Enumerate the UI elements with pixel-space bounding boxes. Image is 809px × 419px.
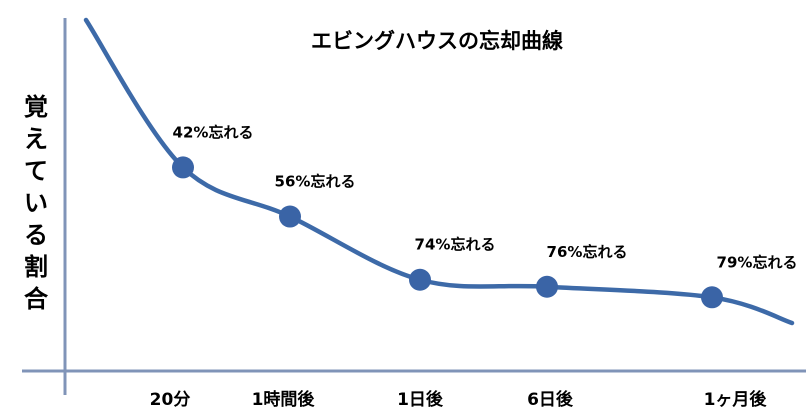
y-axis-label-char: 覚 [24,93,48,121]
data-point [536,275,558,298]
x-tick-label: 20分 [150,390,191,410]
data-point [279,205,301,228]
data-label: 79%忘れる [717,253,798,271]
x-tick-label: 1日後 [397,389,444,410]
data-label: 42%忘れる [173,123,254,141]
data-point [172,156,194,179]
data-labels: 42%忘れる 56%忘れる 74%忘れる 76%忘れる 79%忘れる [173,123,798,271]
data-label: 76%忘れる [547,243,628,261]
x-tick-label: 1ヶ月後 [704,389,768,410]
data-points [172,156,723,309]
data-point [701,286,723,309]
y-axis-label-char: る [24,221,48,249]
data-label: 74%忘れる [415,236,496,254]
data-point [409,268,431,291]
x-tick-labels: 20分 1時間後 1日後 6日後 1ヶ月後 [150,389,768,410]
y-axis-label-char: い [24,189,48,217]
x-tick-label: 6日後 [527,389,574,410]
y-axis-label-char: て [24,157,48,185]
y-axis-label-char: 合 [24,285,49,313]
data-label: 56%忘れる [275,173,356,191]
chart-title: エビングハウスの忘却曲線 [311,29,563,53]
y-axis-label-char: え [24,125,48,153]
y-axis-label-char: 割 [24,253,48,281]
x-tick-label: 1時間後 [252,389,316,410]
